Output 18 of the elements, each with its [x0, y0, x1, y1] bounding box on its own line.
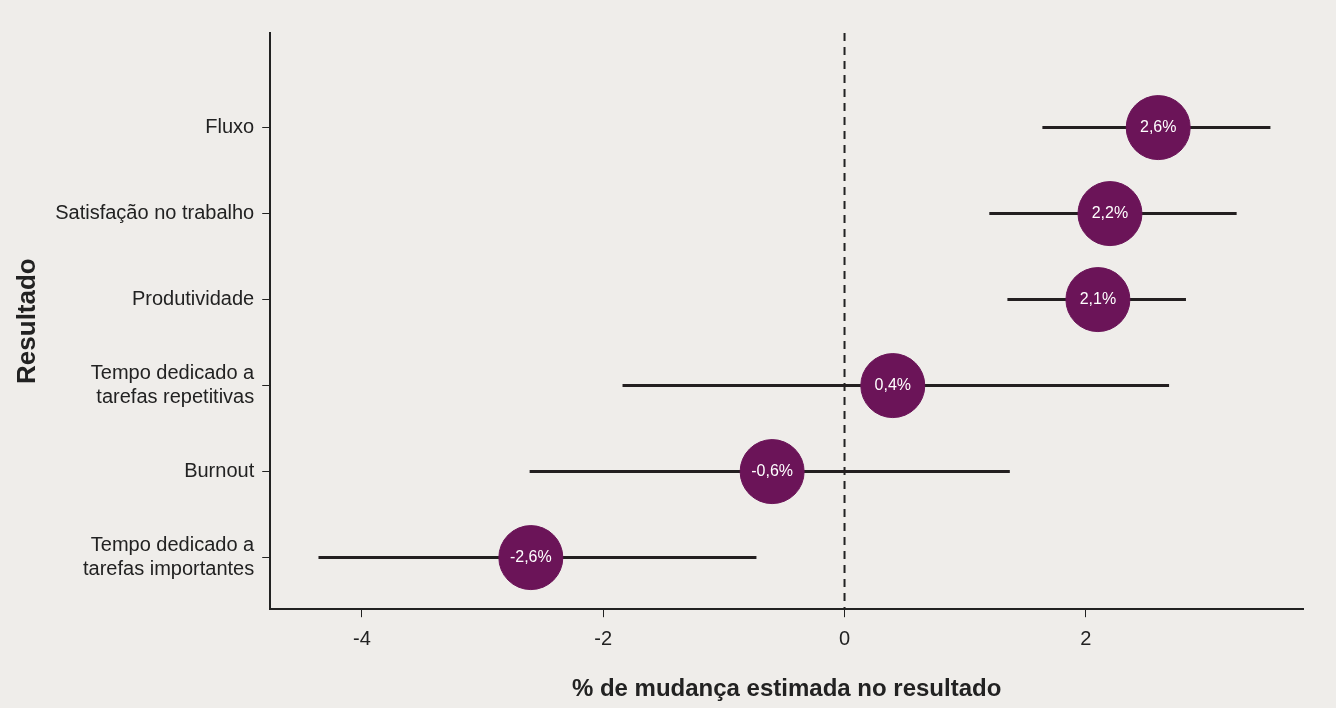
data-label: 2,6%	[1139, 118, 1177, 136]
y-tick-label: Tempo dedicado a tarefas importantes	[83, 533, 256, 580]
x-tick-label: -2	[594, 626, 613, 649]
y-axis-title: Resultado	[10, 258, 41, 384]
x-tick-label: -4	[353, 626, 371, 649]
y-tick-label: Tempo dedicado a tarefas repetitivas	[90, 361, 256, 408]
y-tick-label: Satisfação no trabalho	[55, 201, 255, 224]
data-label: -0,6%	[751, 462, 794, 480]
data-label: -2,6%	[509, 548, 552, 566]
y-tick-label: Produtividade	[131, 287, 255, 310]
x-axis-title: % de mudança estimada no resultado	[571, 674, 1002, 702]
x-tick-label: 0	[838, 626, 851, 649]
x-tick-label: 2	[1080, 626, 1092, 649]
y-tick-label: Burnout	[184, 459, 255, 482]
y-tick-label: Fluxo	[205, 115, 255, 138]
data-label: 2,2%	[1091, 204, 1129, 222]
data-label: 0,4%	[874, 376, 912, 394]
data-label: 2,1%	[1079, 290, 1117, 308]
